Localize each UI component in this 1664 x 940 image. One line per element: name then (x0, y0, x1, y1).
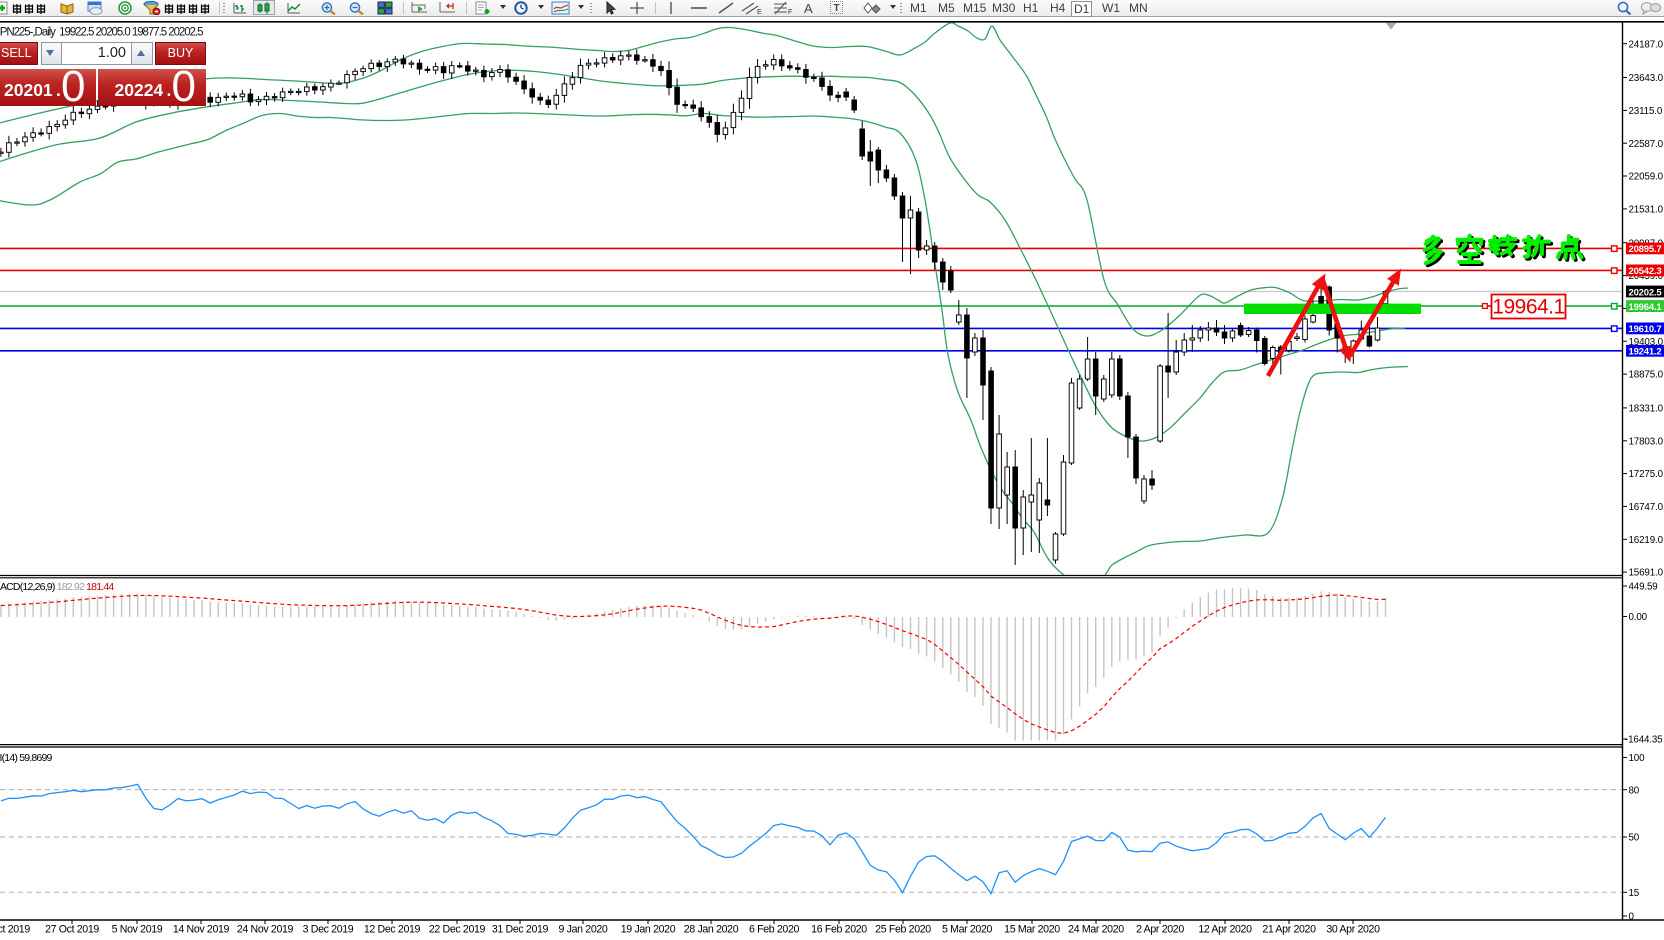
svg-text:25 Feb 2020: 25 Feb 2020 (875, 924, 931, 936)
svg-text:-1644.35: -1644.35 (1625, 735, 1663, 746)
svg-text:24 Mar 2020: 24 Mar 2020 (1068, 924, 1124, 936)
svg-text:0: 0 (1629, 912, 1635, 923)
svg-text:24 Nov 2019: 24 Nov 2019 (237, 924, 294, 936)
svg-text:18875.0: 18875.0 (1629, 370, 1664, 381)
svg-text:9 Jan 2020: 9 Jan 2020 (559, 924, 608, 936)
svg-text:19 Jan 2020: 19 Jan 2020 (621, 924, 676, 936)
svg-text:21531.0: 21531.0 (1629, 205, 1664, 216)
svg-text:17803.0: 17803.0 (1629, 436, 1664, 447)
svg-text:12 Dec 2019: 12 Dec 2019 (364, 924, 421, 936)
svg-text:30 Apr 2020: 30 Apr 2020 (1326, 924, 1380, 936)
svg-text:22 Dec 2019: 22 Dec 2019 (429, 924, 486, 936)
svg-text:14 Nov 2019: 14 Nov 2019 (173, 924, 230, 936)
svg-text:E: E (757, 9, 762, 15)
svg-text:24187.0: 24187.0 (1629, 39, 1664, 50)
svg-text:22587.0: 22587.0 (1629, 139, 1664, 150)
svg-text:16219.0: 16219.0 (1629, 535, 1664, 546)
svg-text:100: 100 (1629, 753, 1646, 764)
svg-text:16747.0: 16747.0 (1629, 502, 1664, 513)
svg-text:20895.7: 20895.7 (1629, 244, 1662, 255)
svg-text:19610.7: 19610.7 (1629, 324, 1662, 335)
svg-text:F: F (788, 9, 792, 15)
svg-text:20542.3: 20542.3 (1629, 266, 1662, 277)
svg-text:JPN225-,Daily 19922.5 20205.0: JPN225-,Daily 19922.5 20205.0 19877.5 20… (0, 27, 203, 39)
svg-text:18331.0: 18331.0 (1629, 404, 1664, 415)
svg-text:2 Apr 2020: 2 Apr 2020 (1136, 924, 1184, 936)
svg-text:31 Dec 2019: 31 Dec 2019 (492, 924, 549, 936)
svg-text:16 Feb 2020: 16 Feb 2020 (811, 924, 867, 936)
svg-text:20459.0: 20459.0 (1629, 271, 1664, 282)
svg-text:5 Nov 2019: 5 Nov 2019 (112, 924, 163, 936)
svg-text:20202.5: 20202.5 (1629, 287, 1663, 298)
svg-text:15: 15 (1629, 888, 1640, 899)
svg-text:28 Jan 2020: 28 Jan 2020 (684, 924, 739, 936)
svg-text:5 Mar 2020: 5 Mar 2020 (942, 924, 993, 936)
svg-text:RSI(14) 59.8699: RSI(14) 59.8699 (0, 752, 53, 764)
svg-text:449.59: 449.59 (1629, 582, 1658, 593)
svg-text:22059.0: 22059.0 (1629, 172, 1664, 183)
svg-text:19403.0: 19403.0 (1629, 337, 1664, 348)
svg-text:50: 50 (1629, 833, 1640, 844)
svg-text:23643.0: 23643.0 (1629, 73, 1664, 84)
svg-text:MACD(12,26,9) 182.92 181.44: MACD(12,26,9) 182.92 181.44 (0, 581, 114, 593)
svg-text:27 Oct 2019: 27 Oct 2019 (45, 924, 99, 936)
svg-text:15 Mar 2020: 15 Mar 2020 (1004, 924, 1060, 936)
svg-text:17275.0: 17275.0 (1629, 469, 1664, 480)
svg-text:21 Apr 2020: 21 Apr 2020 (1262, 924, 1316, 936)
svg-text:19241.2: 19241.2 (1629, 347, 1662, 358)
svg-text:19964.1: 19964.1 (1492, 296, 1564, 319)
svg-text:17 Oct 2019: 17 Oct 2019 (0, 924, 30, 936)
svg-text:3 Dec 2019: 3 Dec 2019 (303, 924, 354, 936)
svg-text:12 Apr 2020: 12 Apr 2020 (1198, 924, 1252, 936)
svg-text:23115.0: 23115.0 (1629, 106, 1663, 117)
svg-text:15691.0: 15691.0 (1629, 568, 1664, 579)
svg-text:0.00: 0.00 (1629, 612, 1648, 623)
svg-text:6 Feb 2020: 6 Feb 2020 (749, 924, 800, 936)
svg-text:19964.1: 19964.1 (1629, 302, 1663, 313)
svg-text:80: 80 (1629, 785, 1640, 796)
